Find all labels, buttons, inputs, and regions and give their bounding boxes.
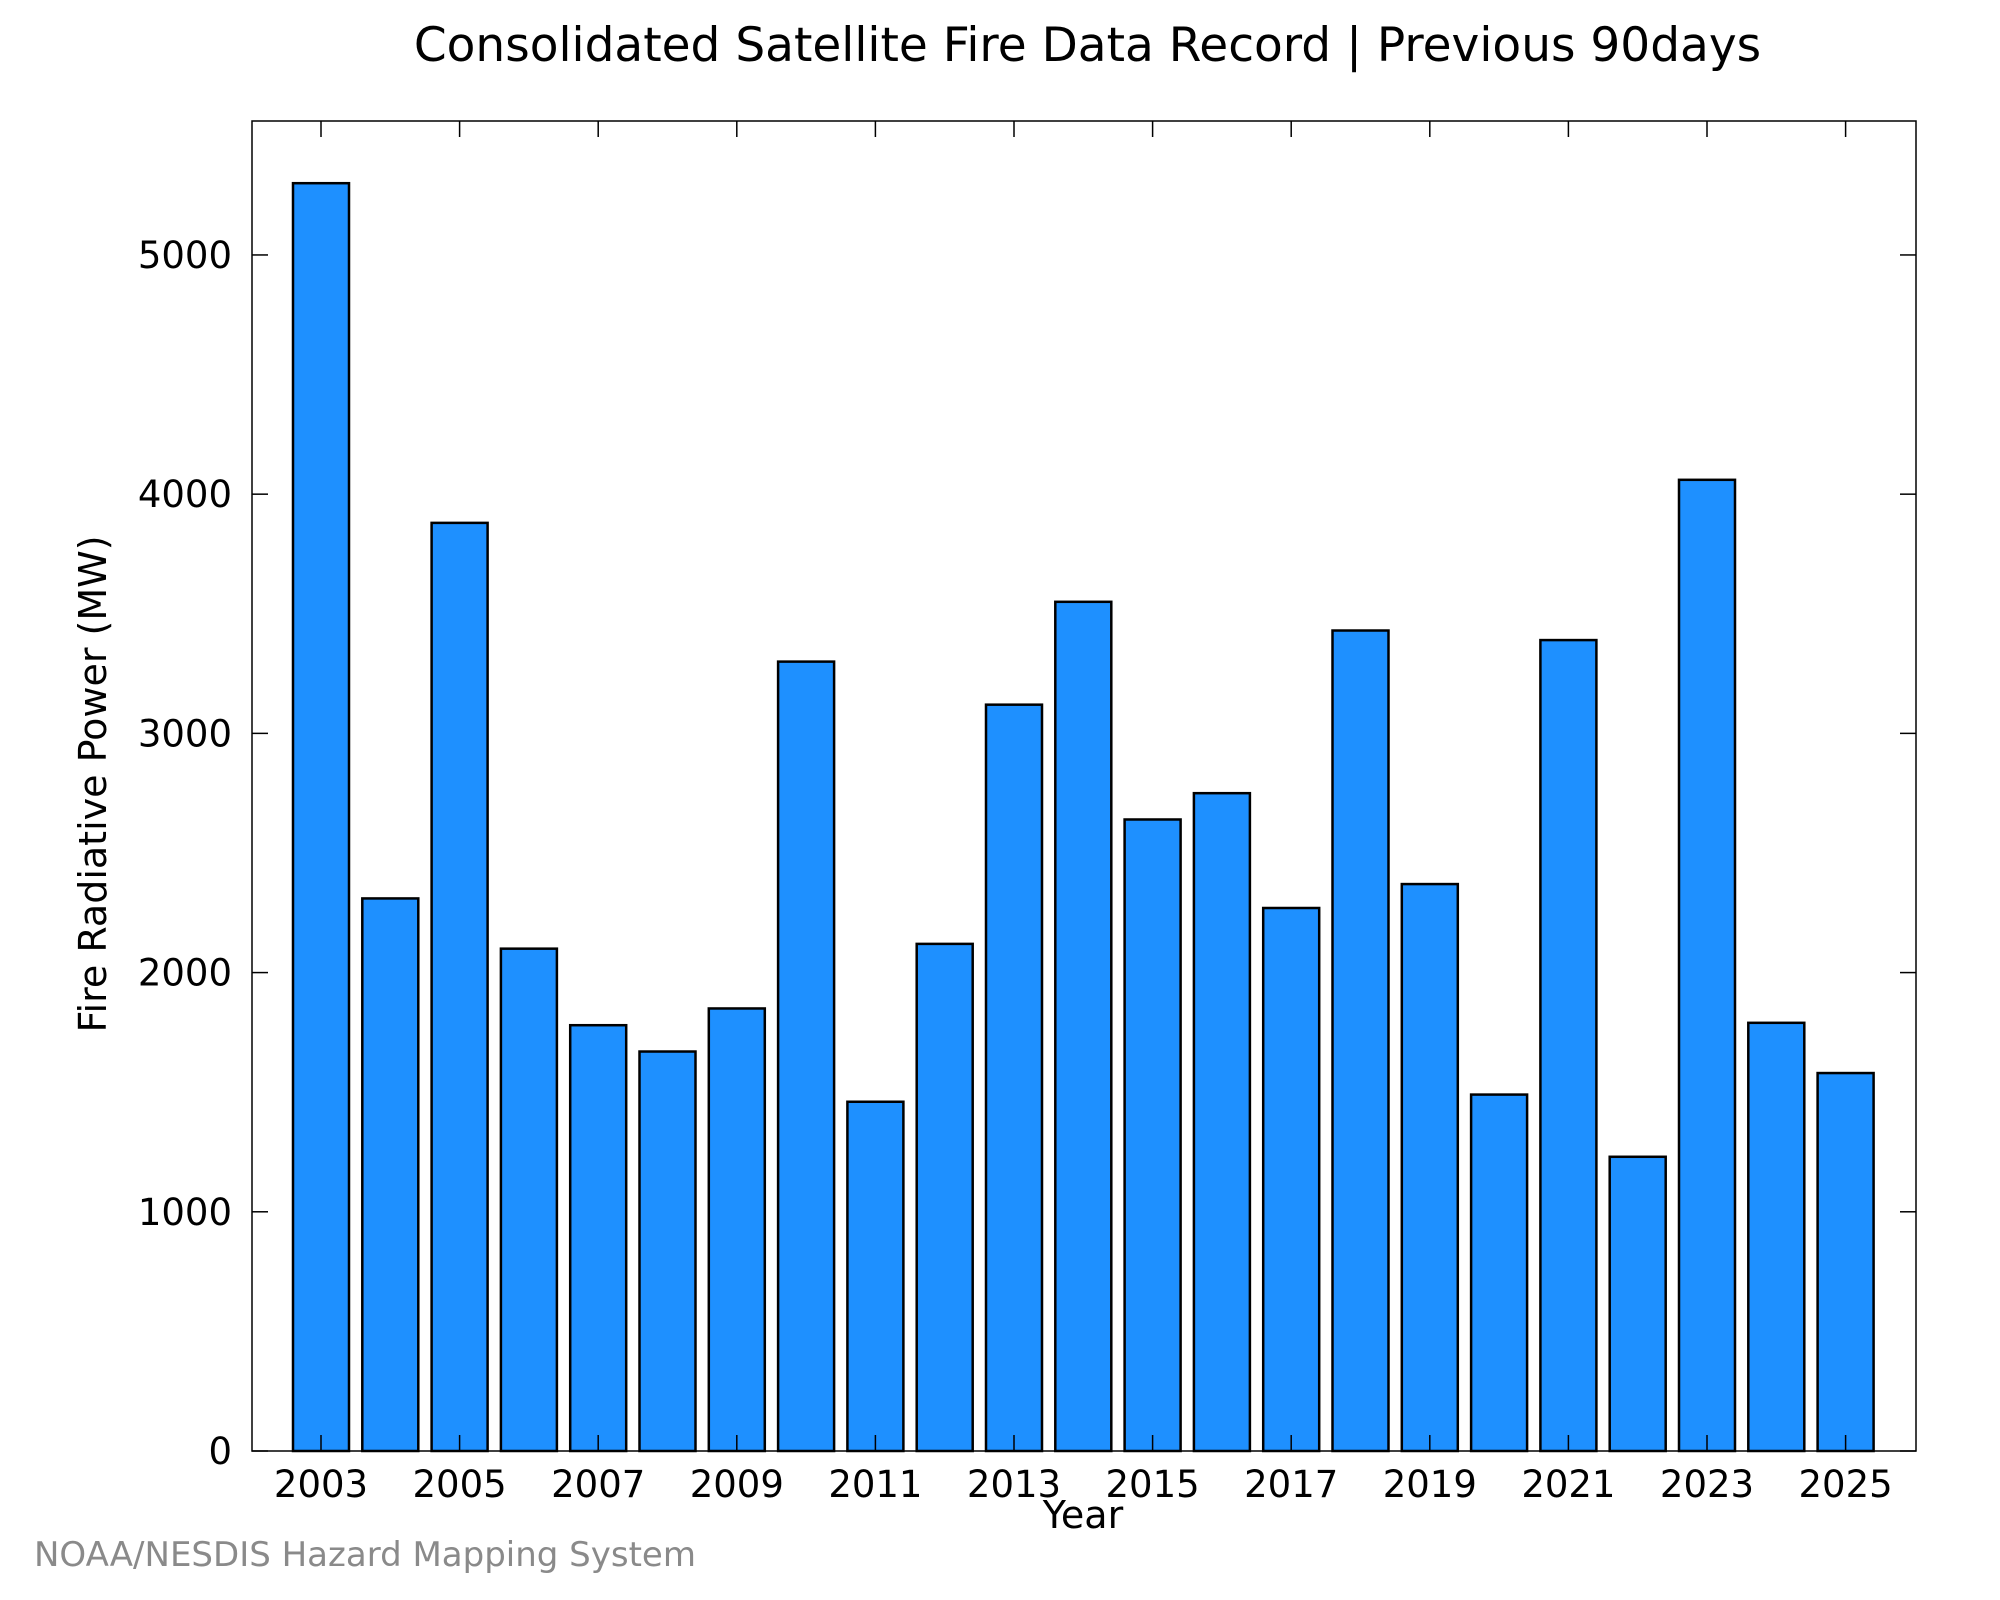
source-credit: NOAA/NESDIS Hazard Mapping System: [34, 1535, 696, 1575]
bar-2006: [499, 947, 559, 1453]
x-tick-label: 2011: [828, 1463, 922, 1506]
bar-2017: [1261, 906, 1321, 1453]
bar-2012: [915, 942, 974, 1453]
bar-2011: [846, 1100, 905, 1453]
x-tick-label: 2025: [1799, 1463, 1893, 1506]
bar-2021: [1539, 638, 1598, 1453]
x-tick-label: 2013: [967, 1463, 1061, 1506]
x-tick-labels: 2003 2005 2007 2009 2011 2013 2015 2017 2019 2021…: [274, 1463, 1893, 1506]
bar-2010: [776, 660, 836, 1453]
x-axis-label: Year: [1042, 1493, 1124, 1537]
bar-2008: [638, 1050, 697, 1453]
bar-2004: [361, 897, 420, 1453]
bar-2003: [291, 181, 351, 1453]
bars-group: [291, 181, 1875, 1453]
bar-2007: [568, 1023, 628, 1453]
bar-2024: [1747, 1021, 1806, 1453]
x-tick-label: 2007: [551, 1463, 645, 1506]
y-tick-labels: 0 1000 2000 3000 4000 5000: [138, 234, 232, 1473]
bar-2018: [1331, 629, 1390, 1453]
x-tick-label: 2019: [1383, 1463, 1477, 1506]
x-tick-label: 2023: [1660, 1463, 1754, 1506]
bar-2014: [1054, 600, 1113, 1453]
y-tick-label: 5000: [138, 234, 232, 277]
x-tick-label: 2015: [1106, 1463, 1200, 1506]
bar-2005: [430, 521, 489, 1453]
bar-2019: [1400, 882, 1460, 1453]
y-tick-label: 0: [208, 1430, 232, 1473]
ticks-group: [252, 121, 1916, 1452]
bar-2025: [1816, 1071, 1875, 1453]
y-tick-label: 4000: [138, 473, 232, 516]
chart-title: Consolidated Satellite Fire Data Record …: [413, 18, 1762, 73]
bar-2009: [707, 1007, 767, 1453]
bar-2013: [984, 703, 1044, 1453]
bar-2022: [1608, 1155, 1667, 1453]
y-tick-label: 3000: [138, 712, 232, 755]
y-axis-label: Fire Radiative Power (MW): [71, 535, 115, 1032]
bar-2023: [1677, 478, 1737, 1453]
bar-2020: [1469, 1093, 1529, 1453]
x-tick-label: 2021: [1521, 1463, 1615, 1506]
x-tick-label: 2005: [413, 1463, 507, 1506]
x-tick-label: 2003: [274, 1463, 368, 1506]
x-tick-label: 2009: [690, 1463, 784, 1506]
bar-2015: [1123, 818, 1182, 1453]
plot-frame: [251, 120, 1917, 1452]
x-tick-label: 2017: [1244, 1463, 1338, 1506]
y-tick-label: 1000: [138, 1191, 232, 1234]
bar-2016: [1192, 791, 1252, 1453]
y-tick-label: 2000: [138, 952, 232, 995]
